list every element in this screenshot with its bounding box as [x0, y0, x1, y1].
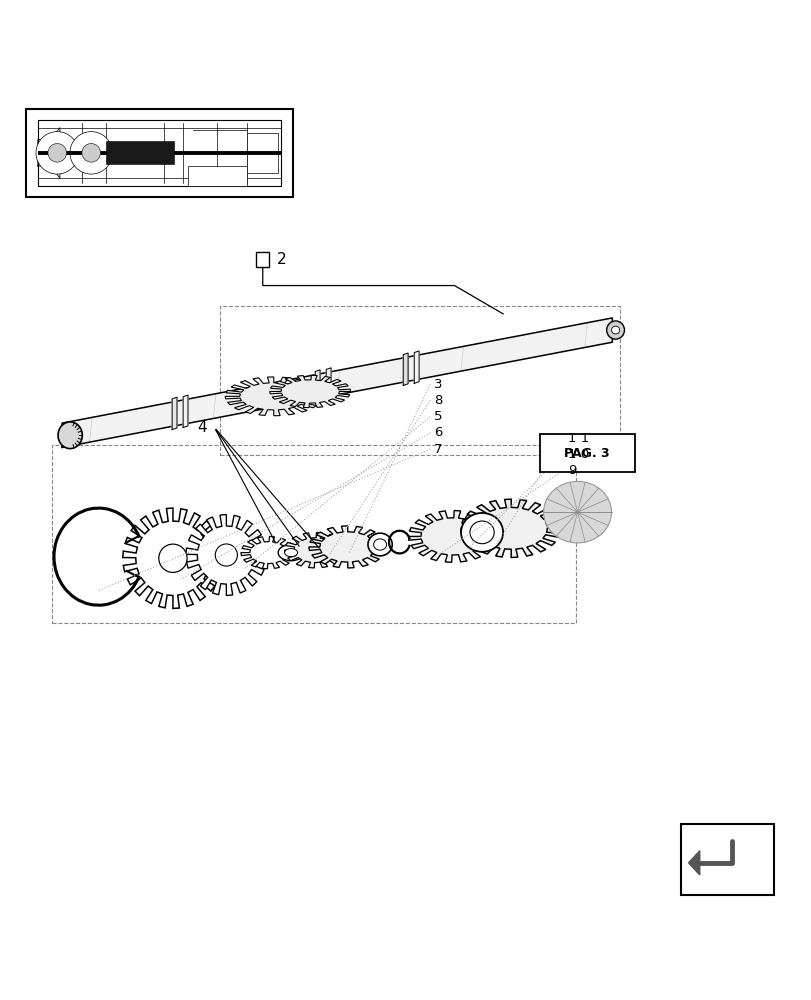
Text: 2: 2	[277, 252, 285, 267]
Ellipse shape	[285, 549, 297, 557]
Ellipse shape	[606, 321, 624, 339]
Bar	[26, 109, 292, 197]
Bar	[256, 252, 269, 267]
Polygon shape	[285, 532, 345, 568]
Ellipse shape	[543, 481, 611, 543]
Text: 5: 5	[434, 410, 442, 423]
Bar	[539, 434, 634, 472]
Ellipse shape	[461, 513, 503, 552]
Circle shape	[159, 544, 187, 572]
Polygon shape	[225, 377, 322, 416]
Circle shape	[36, 132, 79, 174]
Polygon shape	[186, 515, 267, 595]
Polygon shape	[408, 511, 497, 562]
Polygon shape	[183, 395, 188, 427]
Ellipse shape	[470, 521, 494, 544]
Ellipse shape	[611, 326, 619, 334]
Polygon shape	[414, 351, 418, 383]
Polygon shape	[122, 508, 223, 608]
Ellipse shape	[373, 539, 386, 550]
Text: 1 0: 1 0	[567, 448, 588, 461]
Polygon shape	[308, 526, 386, 568]
Ellipse shape	[367, 533, 392, 556]
Bar	[680, 824, 773, 895]
Circle shape	[70, 132, 112, 174]
Text: PAG. 3: PAG. 3	[564, 447, 609, 460]
Text: 7: 7	[434, 443, 442, 456]
Circle shape	[48, 144, 67, 162]
Bar	[220, 306, 620, 455]
Polygon shape	[315, 370, 320, 402]
Polygon shape	[269, 375, 350, 408]
Bar	[247, 133, 278, 173]
Bar	[105, 141, 174, 164]
Text: 3: 3	[434, 378, 442, 391]
Text: 9: 9	[567, 464, 576, 477]
Text: 8: 8	[434, 394, 442, 407]
Polygon shape	[62, 318, 611, 447]
Bar	[188, 166, 247, 186]
Ellipse shape	[278, 545, 303, 561]
Polygon shape	[326, 368, 331, 400]
Text: 1 1: 1 1	[567, 432, 588, 445]
Text: 6: 6	[434, 426, 442, 439]
Circle shape	[215, 544, 237, 566]
Ellipse shape	[58, 422, 82, 449]
Polygon shape	[241, 536, 295, 569]
Circle shape	[82, 144, 101, 162]
Text: 4: 4	[197, 420, 207, 435]
Polygon shape	[461, 499, 560, 557]
Polygon shape	[172, 397, 177, 430]
Bar	[51, 445, 575, 623]
Polygon shape	[403, 353, 408, 385]
Polygon shape	[688, 851, 699, 875]
